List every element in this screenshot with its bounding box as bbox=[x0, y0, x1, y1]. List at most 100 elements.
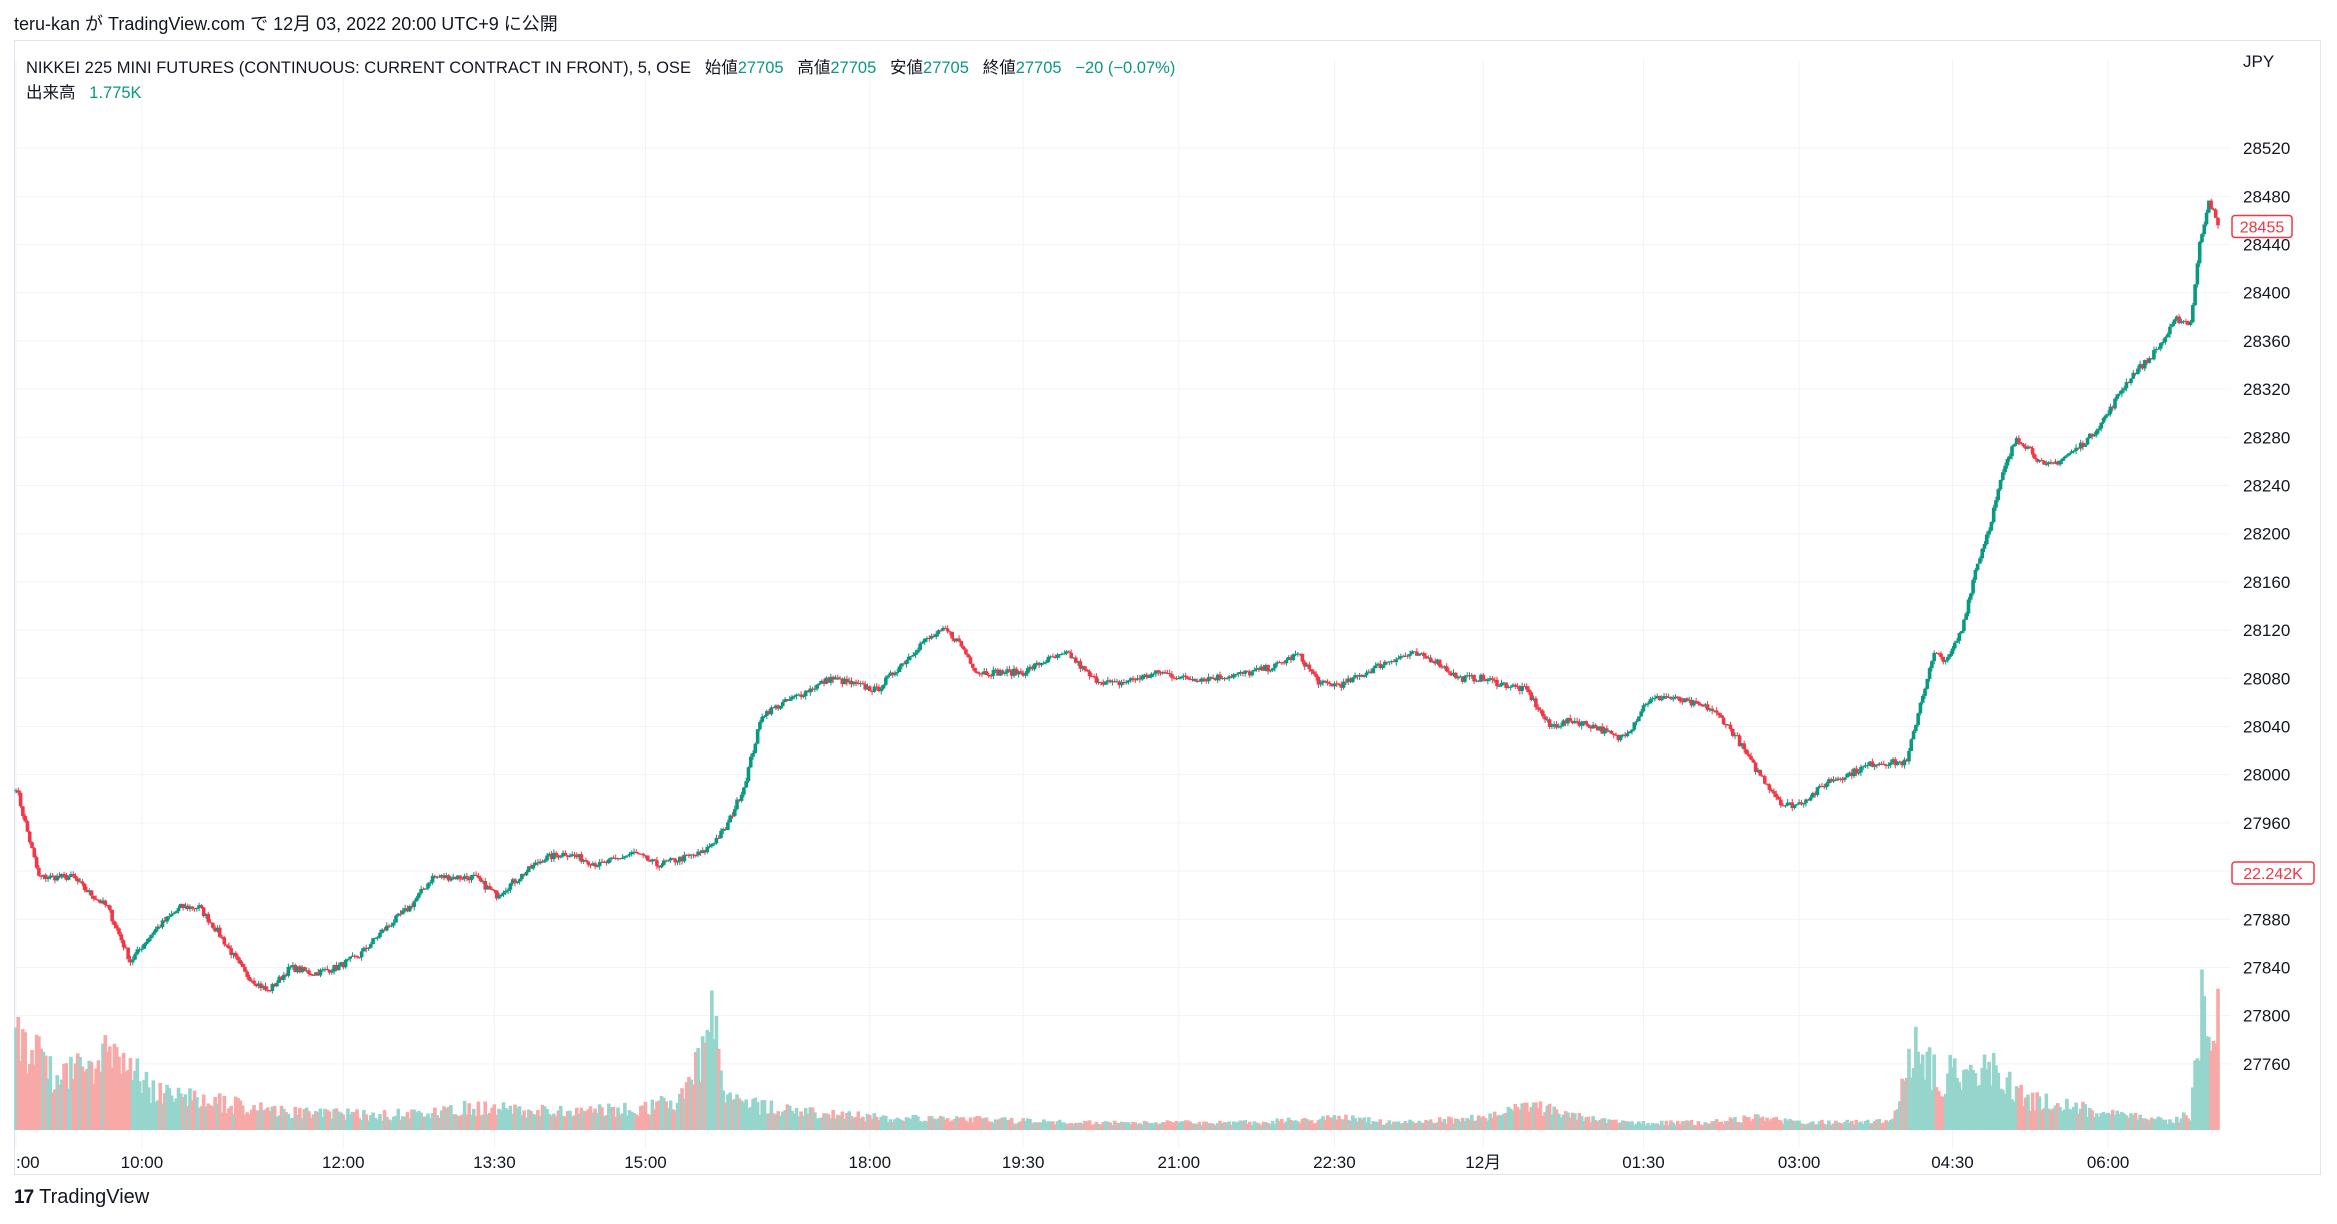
candle-body bbox=[1955, 640, 1959, 643]
candle-body bbox=[59, 874, 64, 878]
candle-body bbox=[748, 756, 753, 768]
candle-body bbox=[504, 890, 508, 893]
volume-bar bbox=[920, 1121, 925, 1130]
volume-bar bbox=[437, 1117, 442, 1130]
candle-body bbox=[183, 905, 188, 908]
volume-bar bbox=[23, 1032, 27, 1130]
volume-bar bbox=[1767, 1120, 1772, 1130]
volume-bar bbox=[270, 1106, 275, 1130]
time-tick-label: 19:30 bbox=[1002, 1153, 1045, 1172]
candle-body bbox=[1817, 785, 1822, 788]
candle-body bbox=[1332, 683, 1337, 687]
candle-body bbox=[561, 852, 565, 857]
candle-body bbox=[199, 905, 204, 908]
volume-bar bbox=[135, 1058, 140, 1130]
volume-bar bbox=[817, 1118, 822, 1130]
volume-bar bbox=[1989, 1085, 1994, 1130]
candle-body bbox=[1698, 703, 1703, 706]
volume-bar bbox=[1449, 1117, 1453, 1130]
candle-body bbox=[389, 925, 394, 927]
volume-bar bbox=[1156, 1124, 1161, 1130]
volume-bar bbox=[575, 1107, 579, 1130]
tradingview-logo[interactable]: 17 TradingView bbox=[14, 1186, 149, 1209]
candle-body bbox=[1753, 762, 1758, 772]
candle-body bbox=[2104, 415, 2108, 418]
candle-body bbox=[1829, 779, 1833, 782]
candle-body bbox=[1012, 668, 1016, 676]
volume-bar bbox=[1456, 1119, 1460, 1130]
candle-body bbox=[1989, 522, 1994, 531]
time-tick-label: 12:00 bbox=[322, 1153, 365, 1172]
candle-body bbox=[1025, 668, 1030, 674]
volume-bar bbox=[1998, 1088, 2003, 1130]
candle-body bbox=[728, 815, 732, 823]
volume-bar bbox=[586, 1109, 591, 1130]
volume-bar bbox=[1678, 1124, 1682, 1130]
candle-body bbox=[2168, 326, 2172, 335]
volume-bar bbox=[82, 1071, 87, 1130]
volume-bar bbox=[34, 1034, 39, 1130]
legend-close-value: 27705 bbox=[1015, 59, 1062, 77]
candle-body bbox=[14, 790, 18, 792]
volume-bar bbox=[2017, 1088, 2021, 1130]
candle-body bbox=[961, 646, 966, 650]
time-tick-label: 12月 bbox=[1465, 1153, 1501, 1172]
candle-body bbox=[1261, 666, 1266, 671]
volume-bar bbox=[311, 1114, 316, 1130]
candle-body bbox=[538, 861, 542, 864]
volume-bar bbox=[1550, 1114, 1554, 1130]
candle-body bbox=[1062, 653, 1067, 655]
volume-bar bbox=[2101, 1111, 2106, 1130]
volume-bar bbox=[224, 1112, 229, 1130]
volume-bar bbox=[1820, 1119, 1824, 1130]
volume-bar bbox=[1488, 1113, 1492, 1130]
candle-body bbox=[975, 671, 980, 674]
candle-body bbox=[1170, 674, 1174, 678]
volume-bar bbox=[966, 1122, 971, 1130]
chart-frame[interactable] bbox=[14, 40, 2321, 1175]
candle-body bbox=[357, 957, 362, 959]
candle-body bbox=[1238, 672, 1243, 674]
volume-bar bbox=[954, 1116, 959, 1130]
candle-body bbox=[1314, 673, 1318, 677]
candle-body bbox=[1373, 665, 1378, 669]
volume-bar bbox=[300, 1118, 304, 1130]
volume-bar bbox=[602, 1116, 607, 1130]
volume-bar bbox=[1831, 1123, 1836, 1130]
candle-body bbox=[996, 669, 1000, 676]
volume-bar bbox=[55, 1075, 60, 1130]
candle-body bbox=[1554, 724, 1559, 728]
candle-body bbox=[2019, 442, 2023, 445]
volume-bar bbox=[1939, 1096, 1943, 1130]
volume-bar bbox=[197, 1108, 201, 1130]
volume-bar bbox=[1236, 1121, 1241, 1130]
candle-body bbox=[2140, 363, 2145, 369]
candle-body bbox=[597, 861, 602, 867]
volume-bar bbox=[405, 1112, 410, 1130]
volume-bar bbox=[767, 1113, 771, 1130]
volume-bar bbox=[1607, 1119, 1611, 1130]
candle-body bbox=[1621, 734, 1625, 736]
candle-body bbox=[1678, 697, 1682, 702]
candle-body bbox=[918, 643, 922, 650]
volume-bar bbox=[1568, 1117, 1573, 1130]
candle-body bbox=[1568, 718, 1573, 721]
candle-body bbox=[767, 711, 771, 715]
candle-body bbox=[1666, 696, 1671, 698]
volume-bar bbox=[838, 1115, 842, 1130]
volume-bar bbox=[1916, 1051, 1920, 1130]
volume-bar bbox=[1559, 1117, 1563, 1130]
volume-bar bbox=[220, 1112, 224, 1130]
volume-bar bbox=[1122, 1122, 1126, 1130]
candle-body bbox=[190, 906, 195, 909]
volume-bar bbox=[1538, 1101, 1543, 1130]
candle-body bbox=[1708, 708, 1712, 711]
candle-body bbox=[2071, 450, 2076, 452]
volume-bar bbox=[719, 1070, 723, 1130]
volume-bar bbox=[1948, 1054, 1952, 1130]
volume-bar bbox=[499, 1110, 504, 1130]
candle-body bbox=[1506, 687, 1511, 689]
candle-body bbox=[531, 864, 536, 869]
volume-bar bbox=[1312, 1123, 1316, 1130]
